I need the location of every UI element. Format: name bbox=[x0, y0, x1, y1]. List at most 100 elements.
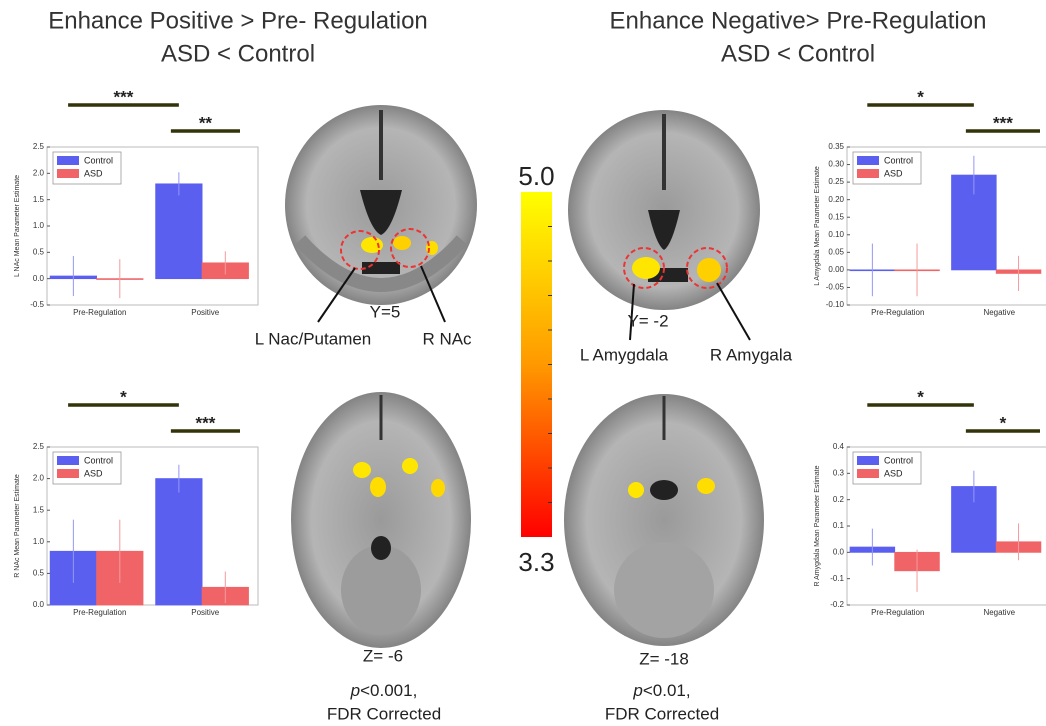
x-tick-label: Positive bbox=[191, 308, 220, 317]
y-axis-label: R Amygdala Mean Parameter Estimate bbox=[814, 465, 821, 586]
legend-swatch bbox=[857, 456, 879, 465]
y-tick-label: 0.1 bbox=[833, 521, 845, 530]
bar-chart: -0.2 -0.1 0.0 0.1 0.2 0.3 0.4 R Amygdala Mean P… bbox=[814, 387, 1046, 617]
y-tick-label: 1.5 bbox=[33, 195, 45, 204]
legend-swatch bbox=[857, 169, 879, 178]
y-tick-label: 0.4 bbox=[833, 442, 845, 451]
p-symbol: p bbox=[632, 681, 642, 700]
y-tick-label: 0.0 bbox=[33, 600, 45, 609]
legend-label: Control bbox=[884, 455, 913, 465]
correction-text: FDR Corrected bbox=[605, 704, 719, 723]
legend-swatch bbox=[857, 469, 879, 478]
y-axis-label: L NAc Mean Parameter Estimate bbox=[14, 175, 21, 277]
y-tick-label: 0.20 bbox=[828, 195, 844, 204]
significance-label: * bbox=[917, 87, 924, 106]
legend-label: Control bbox=[884, 155, 913, 165]
y-tick-label: 0.10 bbox=[828, 230, 844, 239]
brain-axial-right bbox=[564, 394, 764, 646]
slice-label: Z= -6 bbox=[363, 646, 403, 665]
colorbar-label: 3.3 bbox=[518, 547, 554, 577]
y-tick-label: 2.0 bbox=[33, 474, 45, 483]
y-tick-label: 0.15 bbox=[828, 212, 844, 221]
y-tick-label: 0.05 bbox=[828, 247, 844, 256]
region-label: R Amygala bbox=[710, 345, 793, 364]
p-value: <0.001, bbox=[360, 681, 417, 700]
legend-label: ASD bbox=[84, 468, 103, 478]
y-tick-label: 0.0 bbox=[33, 274, 45, 283]
p-symbol: p bbox=[350, 681, 360, 700]
legend-swatch bbox=[57, 156, 79, 165]
x-tick-label: Pre-Regulation bbox=[871, 308, 924, 317]
significance-label: * bbox=[120, 387, 127, 406]
y-tick-label: 0.5 bbox=[33, 569, 45, 578]
panel-subtitle: ASD < Control bbox=[161, 40, 315, 67]
region-label: R NAc bbox=[422, 329, 472, 348]
region-label: L Amygdala bbox=[580, 345, 669, 364]
colorbar: 5.0 3.3 bbox=[518, 161, 554, 577]
correction-text: FDR Corrected bbox=[327, 704, 441, 723]
p-value: <0.01, bbox=[643, 681, 691, 700]
y-tick-label: 2.5 bbox=[33, 442, 45, 451]
x-tick-label: Negative bbox=[983, 608, 1015, 617]
slice-label: Y=5 bbox=[370, 302, 401, 321]
thresholds: p<0.001, FDR Corrected p<0.01, FDR Corre… bbox=[327, 681, 719, 723]
colorbar-label: 5.0 bbox=[518, 161, 554, 191]
legend-label: ASD bbox=[84, 168, 103, 178]
y-tick-label: 2.5 bbox=[33, 142, 45, 151]
bar bbox=[155, 183, 203, 280]
panel-subtitle: ASD < Control bbox=[721, 40, 875, 67]
bar-chart: -0.10 -0.05 0.00 0.05 0.10 0.15 0.20 0.25 0.30 0.… bbox=[814, 87, 1046, 317]
significance-label: ** bbox=[199, 113, 213, 132]
x-tick-label: Negative bbox=[983, 308, 1015, 317]
y-tick-label: -0.2 bbox=[830, 600, 844, 609]
brain-axial-left bbox=[291, 392, 471, 648]
legend-swatch bbox=[57, 469, 79, 478]
y-tick-label: 0.30 bbox=[828, 160, 844, 169]
y-axis-label: R NAc Mean Parameter Estimate bbox=[14, 474, 21, 578]
y-tick-label: 2.0 bbox=[33, 168, 45, 177]
y-tick-label: 1.0 bbox=[33, 537, 45, 546]
y-tick-label: 1.5 bbox=[33, 505, 45, 514]
significance-label: *** bbox=[993, 113, 1013, 132]
legend-swatch bbox=[857, 156, 879, 165]
slice-label: Y= -2 bbox=[627, 311, 668, 330]
panel-title: Enhance Negative> Pre-Regulation bbox=[610, 7, 987, 34]
x-tick-label: Pre-Regulation bbox=[73, 308, 126, 317]
significance-label: * bbox=[917, 387, 924, 406]
threshold-text: p<0.001, bbox=[350, 681, 418, 700]
y-tick-label: -0.10 bbox=[826, 300, 845, 309]
y-tick-label: 0.5 bbox=[33, 247, 45, 256]
y-tick-label: 0.3 bbox=[833, 468, 845, 477]
legend-label: ASD bbox=[884, 468, 903, 478]
y-axis-label: L Amygdala Mean Parameter Estimate bbox=[814, 166, 821, 286]
x-tick-label: Pre-Regulation bbox=[871, 608, 924, 617]
y-tick-label: 1.0 bbox=[33, 221, 45, 230]
legend-label: Control bbox=[84, 455, 113, 465]
legend-swatch bbox=[57, 456, 79, 465]
bar bbox=[155, 478, 203, 606]
legend-swatch bbox=[57, 169, 79, 178]
y-tick-label: -0.5 bbox=[30, 300, 44, 309]
legend-label: ASD bbox=[884, 168, 903, 178]
slice-label: Z= -18 bbox=[639, 649, 689, 668]
bar-chart: 0.0 0.5 1.0 1.5 2.0 2.5 R NAc Mean Parameter E… bbox=[14, 387, 259, 617]
y-tick-label: 0.25 bbox=[828, 177, 844, 186]
x-tick-label: Pre-Regulation bbox=[73, 608, 126, 617]
significance-label: * bbox=[1000, 413, 1007, 432]
colorbar-ramp bbox=[521, 192, 552, 537]
legend-label: Control bbox=[84, 155, 113, 165]
significance-label: *** bbox=[196, 413, 216, 432]
bar-chart: -0.5 0.0 0.5 1.0 1.5 2.0 2.5 L NAc Mean Paramet… bbox=[14, 87, 259, 317]
x-tick-label: Positive bbox=[191, 608, 220, 617]
y-tick-label: 0.35 bbox=[828, 142, 844, 151]
brain-coronal-right bbox=[568, 110, 760, 341]
y-tick-label: 0.0 bbox=[833, 547, 845, 556]
y-tick-label: -0.05 bbox=[826, 283, 845, 292]
titles: Enhance Positive > Pre- Regulation ASD <… bbox=[48, 7, 986, 67]
brain-labels: Y=5 L Nac/Putamen R NAc Z= -6 Y= -2 L Am… bbox=[255, 302, 793, 668]
threshold-text: p<0.01, bbox=[632, 681, 690, 700]
charts: -0.5 0.0 0.5 1.0 1.5 2.0 2.5 L NAc Mean Paramet… bbox=[14, 87, 1046, 617]
y-tick-label: 0.00 bbox=[828, 265, 844, 274]
panel-title: Enhance Positive > Pre- Regulation bbox=[48, 7, 428, 34]
